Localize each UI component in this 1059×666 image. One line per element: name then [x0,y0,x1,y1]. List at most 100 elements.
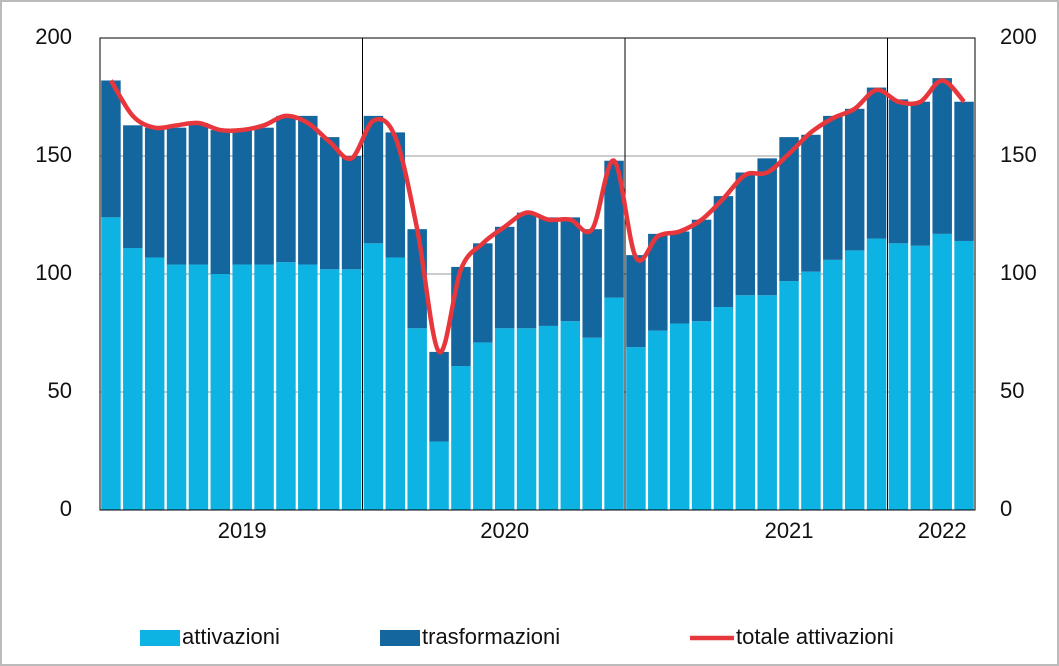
bar [188,122,209,265]
bar [582,229,602,338]
bar [516,212,537,329]
y-tick-label: 200 [35,24,72,49]
bar [276,115,296,263]
bar [538,325,559,510]
bar [473,243,493,343]
bar [604,160,624,298]
bar [648,233,668,331]
bar [494,328,515,510]
bar [494,226,515,329]
bar [298,264,318,510]
x-tick-label: 2022 [918,518,967,543]
legend-label: attivazioni [182,624,280,649]
legend-swatch [380,630,420,646]
bar [188,264,209,510]
bar [801,134,821,272]
bar [210,274,231,510]
bar [888,243,909,510]
bar [757,295,777,510]
bar [691,219,712,322]
bar [341,156,362,270]
bar [516,328,537,510]
bar [844,250,865,510]
bar [232,264,252,510]
bar [407,328,427,510]
bar [735,295,756,510]
bar [232,130,252,265]
bar [910,245,931,510]
x-tick-label: 2020 [480,518,529,543]
bar [823,115,843,260]
bar [473,342,493,510]
y2-tick-label: 200 [1000,24,1037,49]
bar [910,101,931,246]
x-tick-label: 2019 [218,518,267,543]
x-tick-label: 2021 [765,518,814,543]
bar [954,240,974,510]
bar [101,217,121,511]
y-tick-label: 150 [35,142,72,167]
bar [779,281,799,510]
bar [648,330,668,510]
bar [123,125,143,249]
bar [385,132,406,258]
bar [560,321,581,510]
y-tick-label: 100 [35,260,72,285]
bar [626,347,646,510]
bar [341,269,362,510]
bar [713,196,734,308]
bar [319,137,340,270]
bar [844,108,865,251]
bar [691,321,712,510]
plot-border [99,37,976,511]
bar [123,248,143,511]
bar [166,127,187,265]
bar [932,78,952,234]
bar [429,441,449,510]
bar [298,115,318,265]
bar [626,255,646,348]
bar [888,99,909,244]
bar [801,271,821,510]
bar [866,87,887,239]
y2-tick-label: 100 [1000,260,1037,285]
y-tick-label: 0 [60,496,72,521]
legend-label: totale attivazioni [736,624,894,649]
bar [385,257,406,510]
bar [538,217,559,326]
bar [363,243,384,510]
bar [254,127,274,265]
bar [144,127,165,258]
bar [669,323,690,510]
bar [363,115,384,244]
bar [144,257,165,510]
bar [932,233,952,510]
bar [735,172,756,296]
bar [866,238,887,510]
y2-tick-label: 50 [1000,378,1024,403]
bar [560,217,581,322]
bar [319,269,340,510]
y-tick-label: 50 [48,378,72,403]
bar [166,264,187,510]
bar [101,80,121,218]
legend-swatch [140,630,180,646]
bar [210,130,231,274]
y2-tick-label: 0 [1000,496,1012,521]
bar [276,262,296,510]
bar [451,366,471,510]
bar [582,337,602,510]
bar [429,351,449,442]
bar [823,259,843,510]
bar [669,231,690,324]
line-series [109,78,966,355]
bar [451,266,471,367]
bar [254,264,274,510]
y2-tick-label: 150 [1000,142,1037,167]
bar [954,101,974,241]
bar [713,307,734,510]
legend-label: trasformazioni [422,624,560,649]
bar [757,158,777,296]
bar [604,297,624,510]
